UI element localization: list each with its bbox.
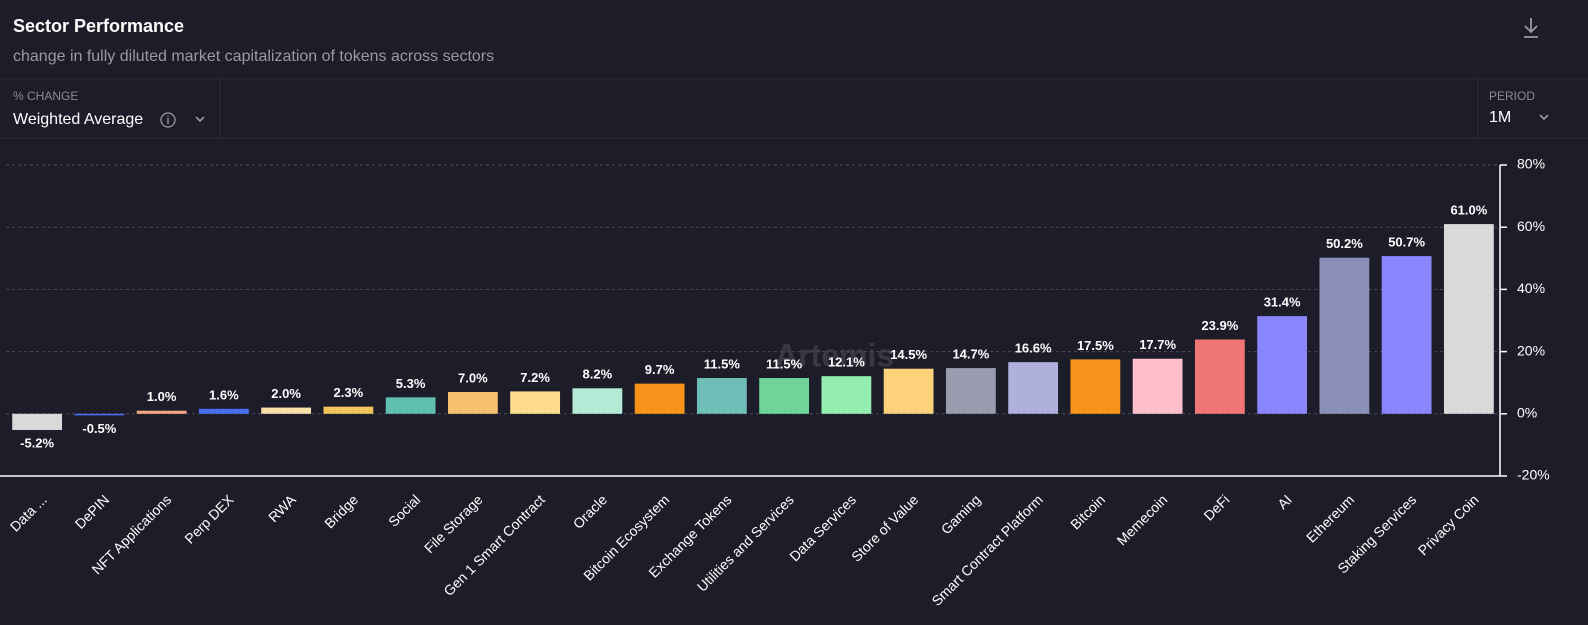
- y-tick-label: 0%: [1517, 405, 1537, 421]
- bar: [510, 391, 561, 414]
- value-label: 16.6%: [1015, 341, 1052, 356]
- value-label: -5.2%: [20, 435, 54, 450]
- value-label: 61.0%: [1450, 203, 1487, 218]
- bar: [572, 388, 623, 414]
- period-value: 1M: [1489, 109, 1511, 126]
- bar: [883, 368, 934, 414]
- value-label: 31.4%: [1264, 295, 1301, 310]
- chart-subtitle: change in fully diluted market capitaliz…: [13, 48, 494, 65]
- bar: [198, 408, 249, 414]
- value-label: 7.2%: [520, 370, 550, 385]
- bar: [945, 368, 996, 414]
- value-label: 11.5%: [766, 356, 803, 371]
- y-tick-label: 60%: [1517, 218, 1545, 234]
- bar: [136, 410, 187, 414]
- bar: [1070, 359, 1121, 414]
- y-tick-label: -20%: [1517, 467, 1550, 483]
- watermark: Artemis: [775, 337, 894, 373]
- bar: [634, 383, 685, 414]
- bar: [1194, 339, 1245, 414]
- y-tick-label: 40%: [1517, 280, 1545, 296]
- bar: [74, 413, 125, 416]
- bar: [1443, 224, 1494, 414]
- value-label: 2.3%: [334, 385, 364, 400]
- bar: [323, 406, 374, 414]
- value-label: 1.0%: [147, 389, 177, 404]
- bar: [12, 413, 63, 430]
- download-icon: [1524, 18, 1538, 38]
- value-label: 23.9%: [1201, 318, 1238, 333]
- bar: [261, 407, 312, 414]
- bar: [447, 392, 498, 414]
- y-tick-label: 80%: [1517, 156, 1545, 172]
- bar: [1319, 257, 1370, 414]
- bar: [1132, 358, 1183, 414]
- value-label: 5.3%: [396, 376, 426, 391]
- download-button[interactable]: [1524, 18, 1538, 38]
- value-label: 9.7%: [645, 362, 675, 377]
- chevron: [195, 116, 205, 123]
- info-icon: [160, 112, 176, 128]
- bar: [759, 378, 810, 414]
- value-label: 12.1%: [828, 355, 865, 370]
- value-label: 8.2%: [583, 367, 613, 382]
- bar: [385, 397, 436, 414]
- value-label: 50.7%: [1388, 235, 1425, 250]
- metric-dropdown[interactable]: Weighted Average: [13, 111, 205, 128]
- metric-value: Weighted Average: [13, 111, 143, 128]
- value-label: 50.2%: [1326, 236, 1363, 251]
- value-label: 17.7%: [1139, 337, 1176, 352]
- chart-title: Sector Performance: [13, 16, 184, 36]
- value-label: 14.7%: [952, 347, 989, 362]
- period-dropdown[interactable]: 1M: [1489, 109, 1549, 126]
- value-label: 7.0%: [458, 370, 488, 385]
- y-tick-label: 20%: [1517, 342, 1545, 358]
- bar: [1257, 316, 1308, 414]
- metric-label: % CHANGE: [13, 89, 78, 103]
- period-label: PERIOD: [1489, 89, 1535, 103]
- value-label: 11.5%: [704, 356, 741, 371]
- bar: [821, 376, 872, 414]
- value-label: 1.6%: [209, 387, 239, 402]
- bar: [696, 378, 747, 414]
- bar: [1381, 256, 1432, 414]
- value-label: -0.5%: [82, 421, 116, 436]
- chevron: [1539, 114, 1549, 121]
- value-label: 17.5%: [1077, 338, 1114, 353]
- value-label: 2.0%: [271, 386, 301, 401]
- bar: [1008, 362, 1059, 414]
- value-label: 14.5%: [890, 347, 927, 362]
